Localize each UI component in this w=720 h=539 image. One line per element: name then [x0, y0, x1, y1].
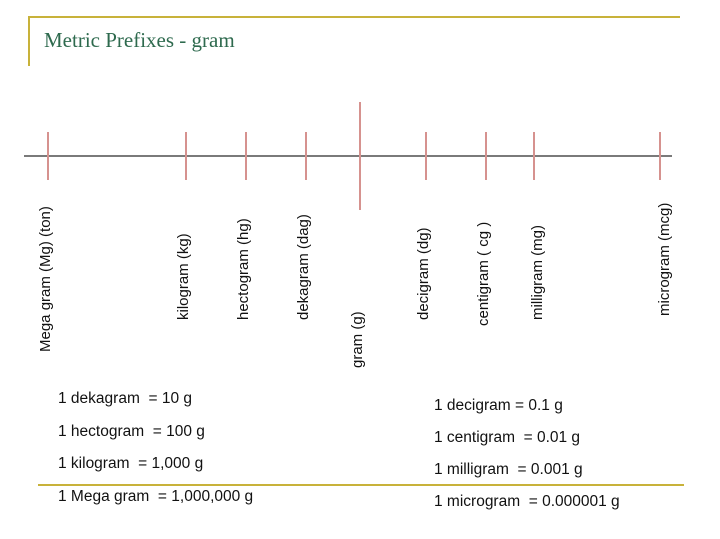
equation-microgram: 1 microgram = 0.000001 g [434, 493, 620, 510]
frame-top-line [28, 16, 680, 18]
tick-milligram [533, 132, 535, 180]
tick-dekagram [305, 132, 307, 180]
equation-centigram: 1 centigram = 0.01 g [434, 429, 581, 446]
equation-dekagram: 1 dekagram = 10 g [58, 390, 192, 407]
label-kilogram: kilogram (kg) [175, 233, 192, 320]
label-dekagram: dekagram (dag) [295, 214, 312, 320]
label-microgram: microgram (mcg) [656, 202, 673, 316]
equation-mega-gram: 1 Mega gram = 1,000,000 g [58, 488, 254, 505]
tick-microgram [659, 132, 661, 180]
tick-decigram [425, 132, 427, 180]
label-mega-gram: Mega gram (Mg) (ton) [37, 206, 54, 352]
label-hectogram: hectogram (hg) [235, 218, 252, 320]
equation-decigram: 1 decigram = 0.1 g [434, 397, 563, 414]
tick-centigram [485, 132, 487, 180]
label-centigram: centigram ( cg ) [475, 221, 492, 326]
tick-kilogram [185, 132, 187, 180]
frame-bottom-line [38, 484, 684, 486]
page-title: Metric Prefixes - gram [44, 28, 235, 52]
label-gram: gram (g) [349, 311, 366, 368]
label-decigram: decigram (dg) [415, 227, 432, 320]
equation-hectogram: 1 hectogram = 100 g [58, 423, 205, 440]
tick-hectogram [245, 132, 247, 180]
equation-milligram: 1 milligram = 0.001 g [434, 461, 583, 478]
scale-axis [24, 155, 672, 157]
label-milligram: milligram (mg) [529, 225, 546, 320]
equation-kilogram: 1 kilogram = 1,000 g [58, 455, 204, 472]
tick-gram [359, 102, 361, 210]
frame-left-line [28, 16, 30, 66]
tick-mega-gram [47, 132, 49, 180]
